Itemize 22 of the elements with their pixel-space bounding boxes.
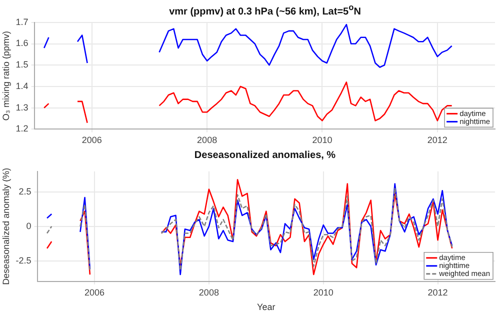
x-tick-label: 2008 (198, 287, 219, 298)
y-tick-label: 1.5 (16, 60, 28, 70)
chart-title: vmr (ppmv) at 0.3 hPa (~56 km), Lat=5$^{o}$N (168, 1, 362, 18)
y-axis-title: Deseasonalized anomaly (%) (0, 168, 11, 285)
x-tick-label: 2008 (197, 135, 218, 146)
x-tick-label: 2006 (82, 135, 102, 146)
x-tick-label: 2006 (84, 287, 105, 298)
y-axis-title: O₃ mixing ratio (ppmv) (0, 30, 11, 121)
y-tick-label: 1.7 (16, 16, 28, 27)
x-tick-label: 2012 (427, 135, 448, 146)
y-tick-label: 1.4 (16, 80, 28, 91)
y-tick-label: -2.5 (16, 255, 32, 266)
y-tick-label: 1.2 (16, 124, 28, 134)
chart-title: Deseasonalized anomalies, % (193, 149, 337, 163)
y-tick-label: 1.6 (16, 38, 28, 48)
x-tick-label: 2012 (428, 287, 448, 298)
y-tick-label: 1.3 (16, 102, 28, 112)
x-tick-label: 2010 (313, 287, 334, 298)
x-tick-label: 2010 (312, 135, 332, 146)
x-axis-title: Year (257, 302, 276, 312)
y-tick-label: 0 (26, 220, 32, 231)
y-tick-label: 2.5 (18, 186, 32, 197)
